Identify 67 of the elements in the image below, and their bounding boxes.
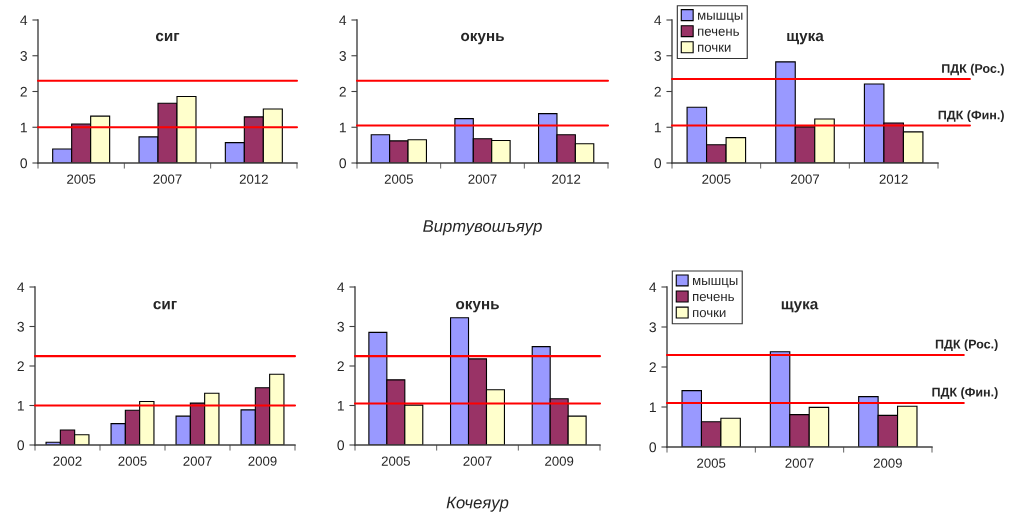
x-tick-label: 2005 (702, 174, 731, 184)
y-tick-label: 4 (20, 15, 28, 26)
y-tick-label: 1 (339, 122, 346, 133)
y-tick-label: 4 (339, 15, 347, 26)
x-tick-label: 2007 (183, 456, 212, 466)
y-tick-label: 3 (649, 322, 656, 333)
x-tick-label: 2007 (468, 174, 497, 184)
y-tick-label: 0 (649, 442, 657, 453)
text: окунь (461, 32, 504, 45)
legend-label: печень (693, 293, 734, 302)
y-tick-label: 2 (649, 362, 656, 373)
x-tick-label: 2002 (53, 456, 82, 466)
y-tick-label: 4 (649, 282, 657, 293)
y-tick-label: 1 (337, 400, 344, 411)
y-tick-label: 3 (339, 51, 346, 61)
y-tick-label: 4 (337, 282, 345, 293)
legend-label: почки (698, 44, 731, 52)
x-tick-label: 2005 (384, 174, 413, 184)
y-tick-label: 3 (20, 51, 27, 61)
y-tick-label: 1 (649, 402, 656, 413)
x-axis-title: Виртувошъяур (423, 220, 542, 236)
x-tick-label: 2007 (463, 456, 492, 466)
x-tick-label: 2009 (248, 456, 277, 466)
y-tick-label: 4 (654, 15, 662, 26)
legend-label: почки (693, 310, 726, 318)
y-tick-label: 0 (17, 440, 25, 451)
y-tick-label: 2 (654, 86, 661, 97)
y-tick-label: 1 (17, 400, 24, 411)
x-tick-label: 2012 (552, 174, 581, 184)
y-tick-label: 2 (339, 86, 346, 97)
legend-label: печень (698, 28, 739, 36)
text: щука (781, 301, 819, 313)
x-tick-label: 2005 (67, 174, 96, 184)
ref-line-label: ПДК (Фин.) (938, 110, 1004, 122)
y-tick-label: 2 (17, 361, 24, 372)
x-tick-label: 2007 (153, 174, 182, 184)
ref-line-label: ПДК (Фин.) (932, 387, 998, 399)
x-axis-title: Кочеяур (446, 496, 509, 512)
x-tick-label: 2012 (879, 174, 908, 184)
x-tick-label: 2005 (381, 456, 410, 466)
x-tick-label: 2009 (873, 458, 902, 468)
y-tick-label: 1 (654, 122, 661, 133)
x-tick-label: 2005 (118, 456, 147, 466)
legend-label: мышцы (693, 278, 738, 288)
text: сиг (155, 32, 180, 42)
y-tick-label: 4 (17, 282, 25, 293)
y-tick-label: 3 (337, 321, 344, 332)
y-tick-label: 2 (337, 361, 344, 372)
y-tick-label: 0 (339, 158, 347, 169)
text: окунь (456, 300, 499, 313)
y-tick-label: 0 (337, 440, 345, 451)
y-tick-label: 0 (20, 158, 28, 169)
ref-line-label: ПДК (Рос.) (935, 339, 998, 351)
x-tick-label: 2012 (239, 174, 268, 184)
x-tick-label: 2009 (545, 456, 574, 466)
text: щука (787, 32, 824, 45)
x-tick-label: 2007 (785, 458, 814, 468)
y-tick-label: 3 (17, 321, 24, 332)
x-tick-label: 2005 (697, 458, 726, 468)
text: сиг (153, 300, 177, 310)
y-tick-label: 1 (20, 122, 27, 133)
legend-label: мышцы (698, 12, 743, 23)
x-tick-label: 2007 (790, 174, 820, 184)
y-tick-label: 3 (654, 51, 661, 61)
ref-line-label: ПДК (Рос.) (942, 63, 1004, 76)
y-tick-label: 0 (654, 158, 662, 169)
y-tick-label: 2 (20, 86, 27, 97)
